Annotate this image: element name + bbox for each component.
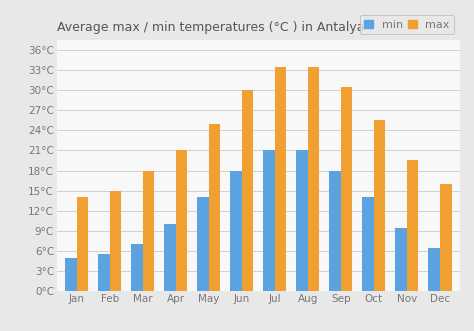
Bar [209,123,220,291]
Bar [308,67,319,291]
Bar [77,197,88,291]
Bar [296,150,308,291]
Bar [374,120,385,291]
Bar [428,248,440,291]
Bar [263,150,275,291]
Bar [65,258,77,291]
Bar [143,170,155,291]
Bar [197,197,209,291]
Bar [407,161,419,291]
Legend: min, max: min, max [360,15,454,34]
Bar [98,255,109,291]
Bar [329,170,341,291]
Text: Average max / min temperatures (°C ) in Antalya: Average max / min temperatures (°C ) in … [57,22,365,34]
Bar [275,67,286,291]
Bar [362,197,374,291]
Bar [176,150,187,291]
Bar [242,90,254,291]
Bar [341,87,353,291]
Bar [395,227,407,291]
Bar [440,184,452,291]
Bar [109,191,121,291]
Bar [131,244,143,291]
Bar [230,170,242,291]
Bar [164,224,176,291]
